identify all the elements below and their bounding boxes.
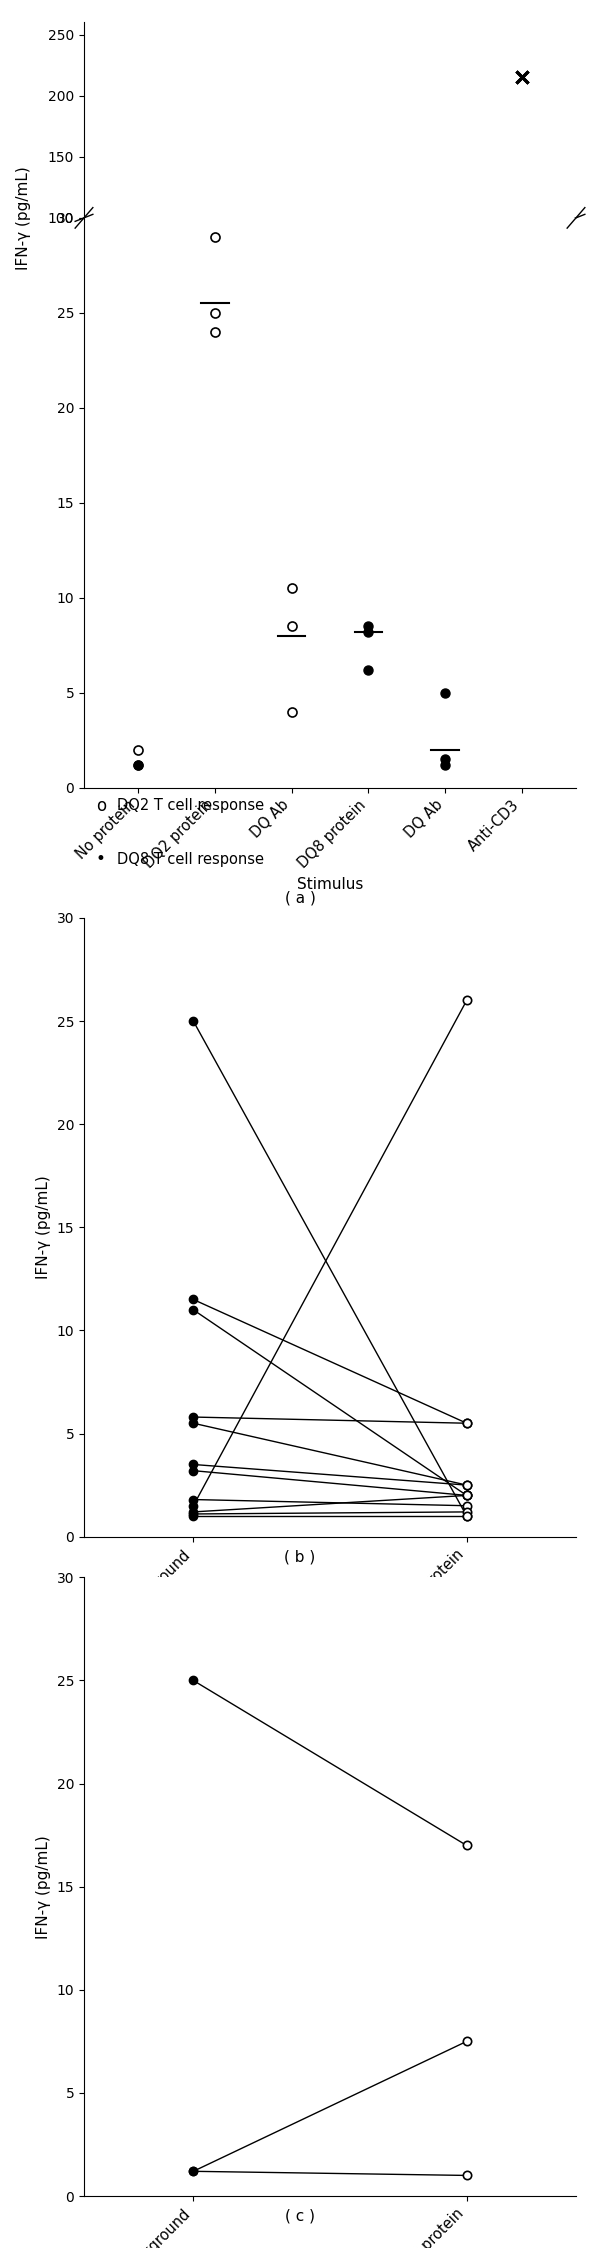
Text: IFN-γ (pg/mL): IFN-γ (pg/mL): [16, 166, 32, 270]
Text: o: o: [96, 796, 106, 814]
Text: •: •: [96, 850, 106, 868]
Text: ( b ): ( b ): [284, 1549, 316, 1565]
Text: ( a ): ( a ): [284, 890, 316, 906]
Text: ( c ): ( c ): [285, 2210, 315, 2223]
Text: DQ8 T cell response: DQ8 T cell response: [117, 852, 264, 868]
Y-axis label: IFN-γ (pg/mL): IFN-γ (pg/mL): [36, 1834, 51, 1938]
X-axis label: Stimulus: Stimulus: [297, 877, 363, 892]
Text: DQ2 T cell response: DQ2 T cell response: [117, 798, 264, 814]
Y-axis label: IFN-γ (pg/mL): IFN-γ (pg/mL): [36, 1176, 51, 1279]
